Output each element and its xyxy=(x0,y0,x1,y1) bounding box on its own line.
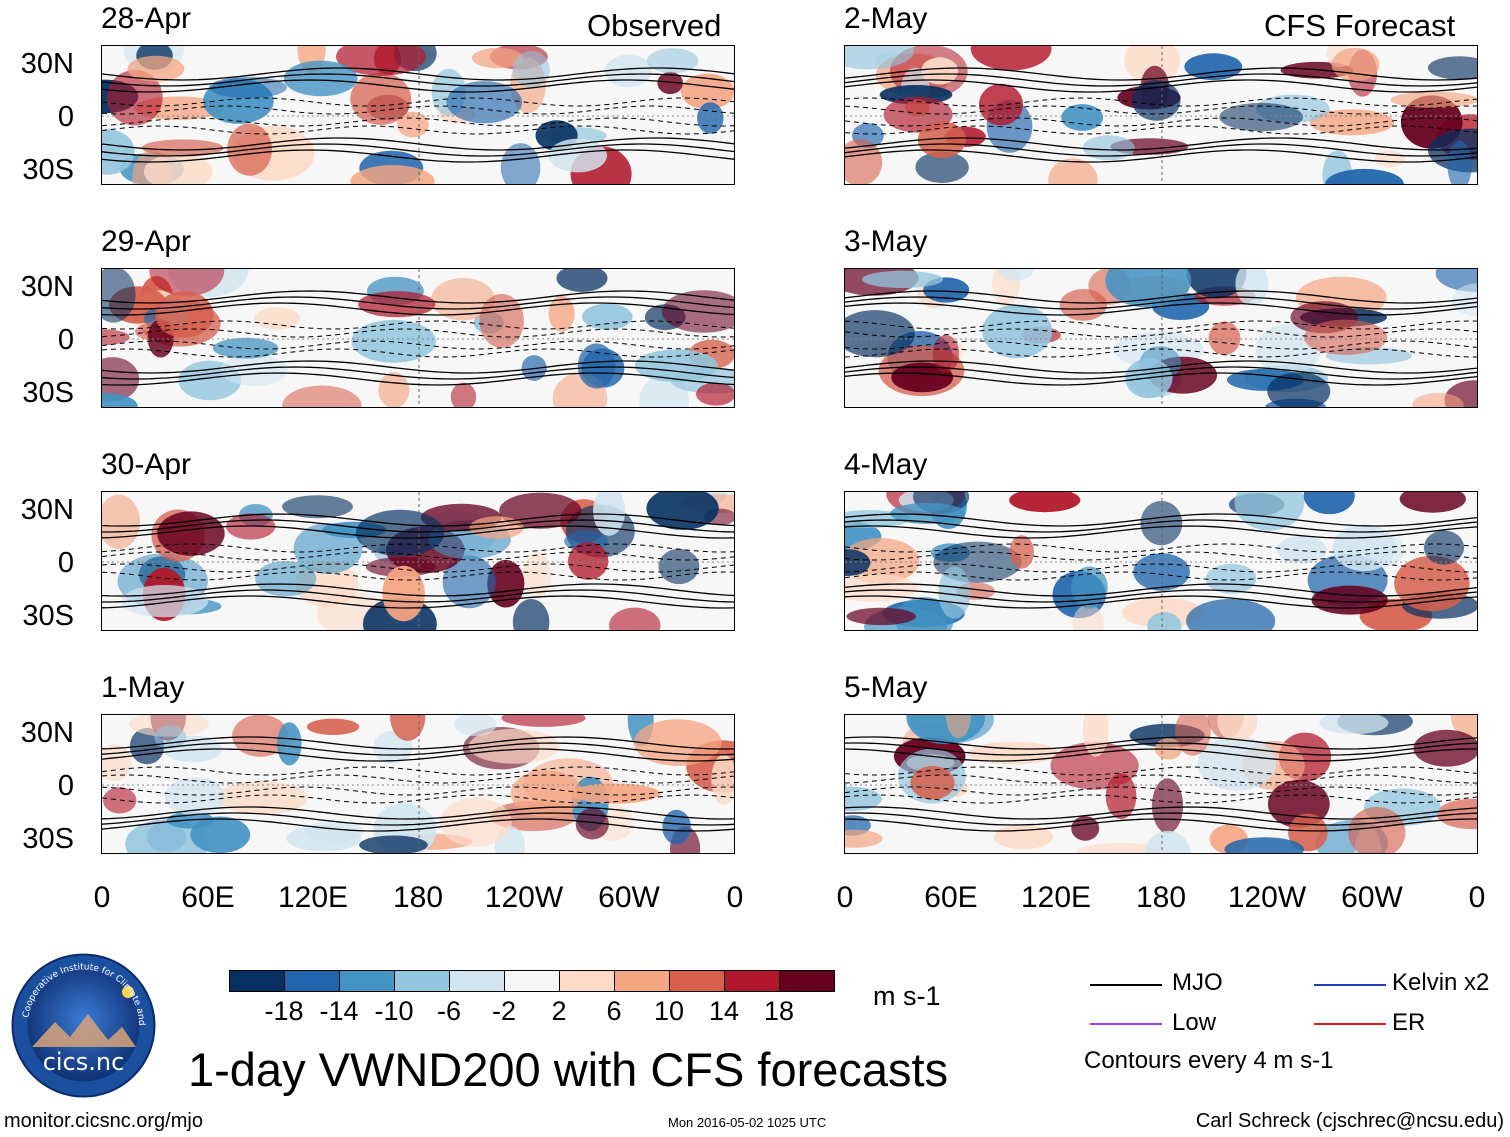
colorbar-tick-label: -18 xyxy=(264,996,304,1026)
lat-label-30n: 30N xyxy=(20,48,74,80)
colorbar-tick-label: -6 xyxy=(436,996,462,1026)
lat-label-30n: 30N xyxy=(20,271,74,303)
lon-label: 0 xyxy=(1468,881,1486,914)
colorbar-swatch xyxy=(394,970,450,992)
lat-label-30n: 30N xyxy=(20,717,74,749)
panel-date: 29-Apr xyxy=(101,225,192,258)
panel-date: 5-May xyxy=(844,671,928,704)
panel-date: 3-May xyxy=(844,225,928,258)
lat-label-eq: 0 xyxy=(57,101,74,133)
lat-label-eq: 0 xyxy=(57,547,74,579)
colorbar-swatch xyxy=(339,970,395,992)
legend-mjo-label: MJO xyxy=(1172,969,1223,996)
panel-date: 1-May xyxy=(101,671,185,704)
colorbar-unit: m s-1 xyxy=(873,981,941,1011)
lon-label: 120W xyxy=(1227,881,1307,914)
legend-kelvin-label: Kelvin x2 xyxy=(1392,969,1490,996)
legend-low-line xyxy=(1090,1023,1162,1025)
map-plot xyxy=(101,268,735,408)
map-plot xyxy=(844,491,1478,631)
colorbar-swatch xyxy=(724,970,780,992)
lon-label: 120E xyxy=(277,881,349,914)
contour-note: Contours every 4 m s-1 xyxy=(1084,1047,1334,1074)
lon-label: 0 xyxy=(836,881,854,914)
cics-logo: Cooperative Institute for Climate and Sa… xyxy=(7,945,157,1099)
lon-label: 180 xyxy=(392,881,444,914)
legend-mjo-line xyxy=(1090,984,1162,986)
legend-low-label: Low xyxy=(1172,1009,1217,1036)
legend-er-line xyxy=(1314,1023,1386,1025)
lat-label-30s: 30S xyxy=(22,823,74,855)
map-plot xyxy=(101,45,735,185)
colorbar-swatch xyxy=(614,970,670,992)
panel-date: 4-May xyxy=(844,448,928,481)
colorbar-swatch xyxy=(229,970,285,992)
lon-label: 120W xyxy=(484,881,564,914)
lon-label: 60E xyxy=(924,881,978,914)
panel-corner-label: CFS Forecast xyxy=(1264,8,1456,43)
colorbar-swatch xyxy=(504,970,560,992)
logo-text: cics.nc xyxy=(43,1048,125,1076)
lon-label: 0 xyxy=(93,881,111,914)
footer-timestamp: Mon 2016-05-02 1025 UTC xyxy=(668,1115,827,1130)
lon-label: 60W xyxy=(1341,881,1403,914)
colorbar-tick-label: 2 xyxy=(551,996,567,1026)
panel-date: 28-Apr xyxy=(101,2,192,35)
colorbar-tick-label: 6 xyxy=(606,996,622,1026)
lon-label: 60W xyxy=(598,881,660,914)
map-plot xyxy=(844,268,1478,408)
footer-author: Carl Schreck (cjschrec@ncsu.edu) xyxy=(1195,1110,1504,1132)
map-plot xyxy=(844,714,1478,854)
map-plot xyxy=(101,491,735,631)
panel-date: 2-May xyxy=(844,2,928,35)
legend-er-label: ER xyxy=(1392,1009,1426,1036)
colorbar-swatch xyxy=(669,970,725,992)
map-plot xyxy=(844,45,1478,185)
lat-label-eq: 0 xyxy=(57,770,74,802)
lat-label-30s: 30S xyxy=(22,154,74,186)
legend-kelvin-line xyxy=(1314,984,1386,986)
colorbar-tick-label: 14 xyxy=(708,996,740,1026)
lon-label: 60E xyxy=(181,881,235,914)
colorbar-swatch xyxy=(449,970,505,992)
lat-label-eq: 0 xyxy=(57,324,74,356)
map-plot xyxy=(101,714,735,854)
colorbar-tick-label: -14 xyxy=(319,996,359,1026)
panel-date: 30-Apr xyxy=(101,448,192,481)
colorbar-tick-label: -10 xyxy=(374,996,414,1026)
colorbar-swatch xyxy=(559,970,615,992)
lat-label-30s: 30S xyxy=(22,600,74,632)
colorbar-swatch xyxy=(779,970,835,992)
colorbar-tick-label: 10 xyxy=(653,996,685,1026)
colorbar-tick-label: 18 xyxy=(763,996,795,1026)
lat-label-30n: 30N xyxy=(20,494,74,526)
footer-url: monitor.cicsnc.org/mjo xyxy=(4,1110,203,1132)
lon-label: 180 xyxy=(1135,881,1187,914)
lat-label-30s: 30S xyxy=(22,377,74,409)
page-title: 1-day VWND200 with CFS forecasts xyxy=(188,1043,949,1096)
lon-label: 120E xyxy=(1020,881,1092,914)
colorbar-swatch xyxy=(284,970,340,992)
lon-label: 0 xyxy=(726,881,744,914)
colorbar-tick-label: -2 xyxy=(491,996,517,1026)
panel-corner-label: Observed xyxy=(587,8,722,43)
